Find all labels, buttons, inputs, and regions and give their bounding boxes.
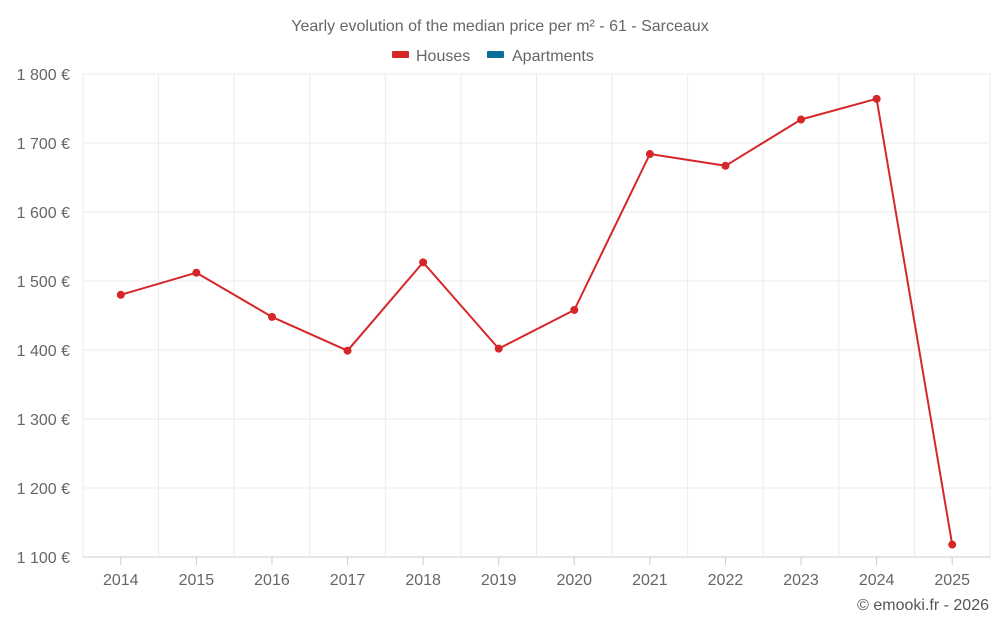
data-point-houses-2017[interactable] (343, 346, 352, 355)
y-tick-label: 1 400 € (17, 343, 70, 360)
chart-credit: © emooki.fr - 2026 (857, 597, 989, 614)
y-tick-label: 1 800 € (17, 67, 70, 84)
grid (82, 73, 991, 557)
data-point-houses-2023[interactable] (797, 115, 806, 124)
x-tick-label: 2023 (783, 572, 819, 589)
x-tick-label: 2024 (859, 572, 895, 589)
data-point-houses-2018[interactable] (419, 258, 428, 267)
y-tick-label: 1 600 € (17, 205, 70, 222)
y-axis: 1 100 € 1 200 € 1 300 € 1 400 € 1 500 € 1 600… (17, 67, 70, 567)
data-point-houses-2020[interactable] (570, 305, 579, 314)
x-tick-label: 2019 (481, 572, 517, 589)
series-line-houses (119, 97, 954, 546)
y-tick-label: 1 200 € (17, 481, 70, 498)
x-tick-label: 2015 (179, 572, 215, 589)
data-point-houses-2019[interactable] (494, 344, 503, 353)
legend-item-apartments[interactable]: Apartments (487, 48, 594, 65)
legend-label-houses: Houses (416, 48, 470, 65)
legend-swatch-houses (392, 51, 409, 58)
data-point-houses-2021[interactable] (645, 150, 654, 159)
data-point-houses-2024[interactable] (872, 94, 881, 103)
x-tick-label: 2017 (330, 572, 366, 589)
y-tick-label: 1 100 € (17, 550, 70, 567)
data-point-houses-2014[interactable] (116, 290, 125, 299)
legend: Houses Apartments (392, 48, 594, 65)
legend-label-apartments: Apartments (512, 48, 594, 65)
x-tick-label: 2014 (103, 572, 139, 589)
data-point-houses-2025[interactable] (948, 540, 957, 549)
x-axis: 2014 2015 2016 2017 2018 2019 2020 2021 2022 2023… (83, 556, 990, 589)
x-tick-label: 2021 (632, 572, 668, 589)
chart-title: Yearly evolution of the median price per… (291, 18, 708, 35)
y-tick-label: 1 700 € (17, 136, 70, 153)
y-tick-label: 1 300 € (17, 412, 70, 429)
plot-area (116, 94, 957, 549)
y-tick-label: 1 500 € (17, 274, 70, 291)
x-tick-label: 2025 (934, 572, 970, 589)
x-tick-label: 2018 (405, 572, 441, 589)
x-tick-label: 2020 (556, 572, 592, 589)
data-point-houses-2016[interactable] (267, 312, 276, 321)
x-tick-label: 2016 (254, 572, 290, 589)
x-tick-label: 2022 (708, 572, 744, 589)
data-point-houses-2022[interactable] (721, 161, 730, 170)
legend-swatch-apartments (487, 51, 504, 58)
legend-item-houses[interactable]: Houses (392, 48, 470, 65)
data-point-houses-2015[interactable] (192, 268, 201, 277)
